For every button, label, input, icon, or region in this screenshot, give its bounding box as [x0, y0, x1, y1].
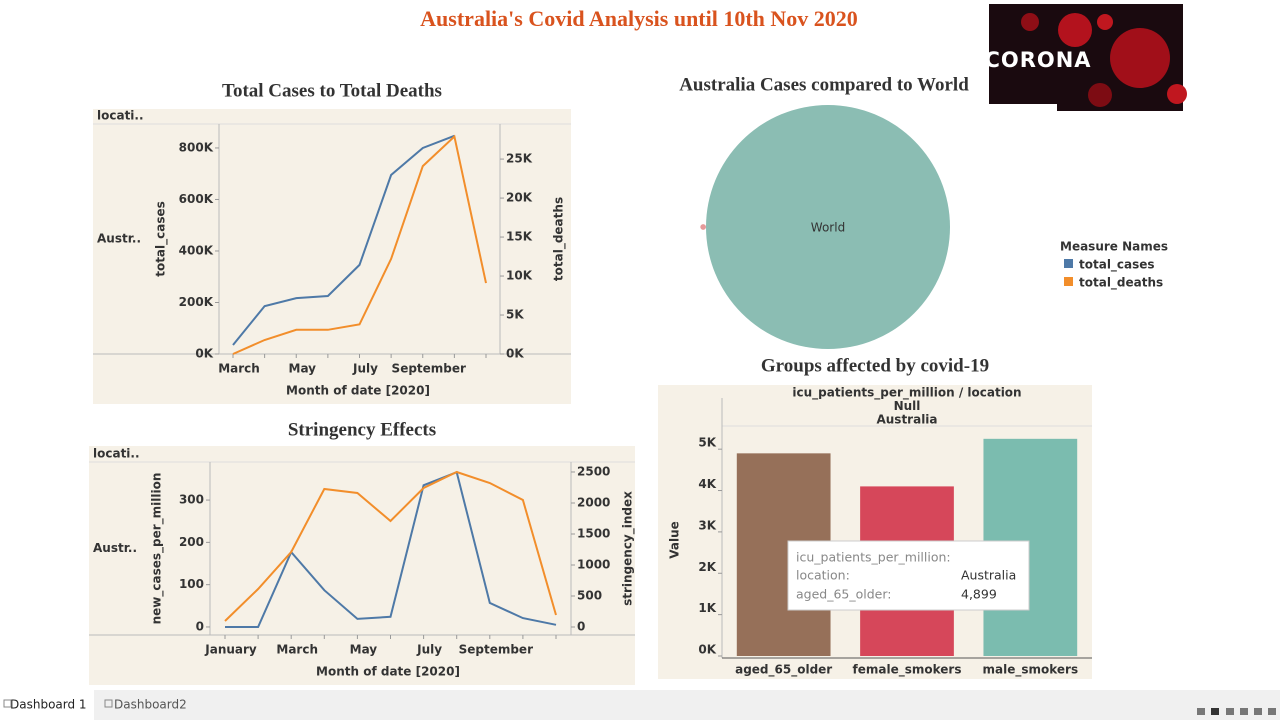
y2-tick-label: 500 — [577, 588, 602, 602]
y-tick-label: 1K — [698, 601, 716, 615]
tooltip-text: 4,899 — [961, 587, 997, 602]
y-tick-label: 2K — [698, 560, 716, 574]
y2-tick-label: 15K — [506, 230, 533, 244]
tab-bar — [0, 690, 1280, 720]
y-axis-title: Value — [668, 521, 682, 559]
y-tick-label: 0 — [196, 619, 204, 633]
y2-tick-label: 5K — [506, 308, 524, 322]
axis-title: stringency_index — [621, 491, 636, 606]
column-header: icu_patients_per_million / location — [792, 386, 1021, 401]
row-header: Austr.. — [97, 232, 141, 246]
y-tick-label: 600K — [179, 192, 214, 206]
column-header: Null — [894, 399, 921, 413]
legend-title: Measure Names — [1060, 240, 1168, 254]
page-title: Australia's Covid Analysis until 10th No… — [420, 6, 858, 31]
panel — [89, 446, 635, 685]
series-line — [232, 134, 487, 355]
x-axis-title: Month of date [2020] — [316, 665, 460, 679]
y2-tick-label: 25K — [506, 152, 533, 166]
y2-tick-label: 0K — [506, 347, 524, 361]
y2-tick-label: 10K — [506, 269, 533, 283]
y-tick-label: 800K — [179, 140, 214, 154]
tab[interactable]: Dashboard 1 — [10, 698, 87, 712]
axis-title: total_cases — [154, 201, 169, 277]
y-tick-label: 400K — [179, 243, 214, 257]
x-tick-label: May — [289, 362, 317, 376]
banner-text: CORONA — [984, 48, 1091, 72]
x-tick-label: March — [276, 643, 318, 657]
chart-title: Total Cases to Total Deaths — [222, 80, 442, 101]
y2-tick-label: 1000 — [577, 557, 610, 571]
x-tick-label: September — [392, 362, 466, 376]
y2-tick-label: 1500 — [577, 526, 610, 540]
column-header: Australia — [876, 413, 937, 427]
y2-tick-label: 2000 — [577, 495, 610, 509]
tab[interactable]: Dashboard2 — [114, 698, 187, 712]
x-tick-label: September — [459, 643, 533, 657]
tab-icon — [3, 699, 12, 708]
panel — [93, 109, 571, 404]
chart-title: Stringency Effects — [288, 419, 436, 440]
banner-image: CORONA — [984, 4, 1187, 111]
x-tick-label: July — [416, 643, 442, 657]
tooltip-text: Australia — [961, 568, 1016, 583]
row-header: Austr.. — [93, 541, 137, 555]
y2-tick-label: 2500 — [577, 464, 610, 478]
y-tick-label: 3K — [698, 518, 716, 532]
tab-icon — [104, 699, 113, 708]
y-tick-label: 5K — [698, 436, 716, 450]
toolbar-icons[interactable] — [1197, 708, 1276, 715]
axis-title: new_cases_per_million — [150, 473, 165, 625]
tooltip-text: icu_patients_per_million: — [796, 550, 951, 565]
y-tick-label: 100 — [179, 577, 204, 591]
x-axis-title: Month of date [2020] — [286, 384, 430, 398]
series-line — [232, 134, 455, 346]
x-tick-label: female_smokers — [853, 663, 962, 678]
y2-tick-label: 0 — [577, 620, 585, 634]
tooltip-text: aged_65_older: — [796, 587, 892, 602]
bubble-label: World — [811, 221, 845, 235]
legend-label: total_deaths — [1079, 276, 1163, 291]
y-tick-label: 0K — [195, 347, 213, 361]
y-tick-label: 300 — [179, 493, 204, 507]
column-header: locati.. — [97, 109, 144, 123]
series-line — [224, 470, 557, 622]
x-tick-label: May — [350, 643, 378, 657]
y2-tick-label: 20K — [506, 191, 533, 205]
x-tick-label: aged_65_older — [735, 663, 832, 678]
x-tick-label: male_smokers — [983, 663, 1079, 678]
tooltip-text: location: — [796, 568, 850, 583]
legend-swatch — [1064, 259, 1073, 268]
column-header: locati.. — [93, 447, 140, 461]
tab-active[interactable] — [0, 690, 94, 720]
bubble — [706, 105, 950, 349]
y-tick-label: 4K — [698, 477, 716, 491]
chart-title: Groups affected by covid-19 — [761, 355, 989, 376]
series-line — [225, 470, 557, 628]
bubble — [700, 224, 706, 230]
y-tick-label: 200 — [179, 535, 204, 549]
y-tick-label: 0K — [698, 643, 716, 657]
tooltip: icu_patients_per_million: location: Austra… — [787, 540, 1030, 611]
legend-label: total_cases — [1079, 258, 1155, 273]
chart-title: Australia Cases compared to World — [679, 74, 969, 95]
x-tick-label: January — [204, 643, 257, 657]
axis-title: total_deaths — [552, 197, 567, 281]
x-tick-label: March — [218, 362, 260, 376]
tooltip-box — [787, 540, 1030, 611]
y-tick-label: 200K — [179, 295, 214, 309]
legend-swatch — [1064, 277, 1073, 286]
x-tick-label: July — [352, 362, 378, 376]
